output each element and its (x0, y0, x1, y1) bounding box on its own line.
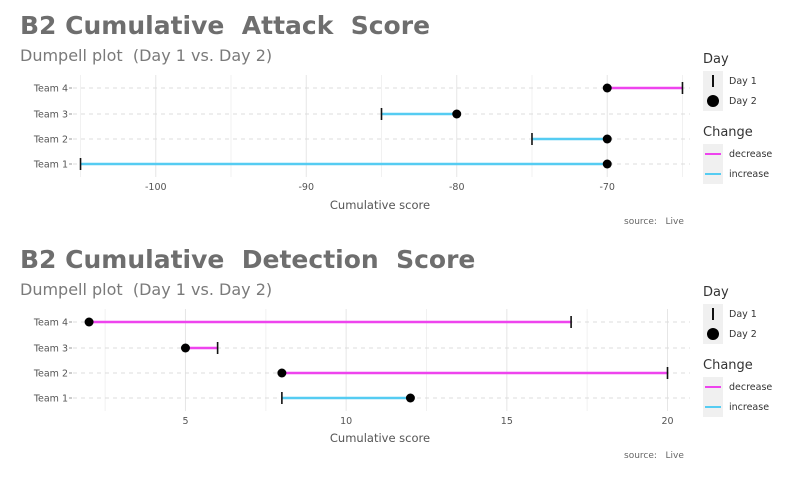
x-tick-label: -90 (298, 182, 314, 193)
x-tick-label: -80 (449, 182, 465, 193)
increase-line-icon (705, 173, 721, 175)
day2-marker (405, 393, 415, 403)
y-tick-label: Team 3 (33, 344, 68, 355)
x-tick-label: 15 (501, 416, 513, 427)
legend-label: decrease (729, 381, 773, 393)
legend-item-day1: Day 1 (703, 71, 793, 91)
chart-2-subtitle: Dumpell plot (Day 1 vs. Day 2) (20, 280, 273, 299)
y-tick-label: Team 1 (33, 160, 68, 171)
day1-tick-icon (712, 308, 714, 320)
y-tick-label: Team 4 (33, 84, 68, 95)
legend-label: Day 1 (729, 308, 757, 320)
legend-change-title: Change (703, 125, 753, 140)
chart-1-plot: Team 1 Team 2 Team 3 Team 4 -100 -90 -80 -70 Cum… (33, 75, 690, 212)
legend-label: Day 2 (729, 328, 757, 340)
chart-2-source: source: Live (624, 451, 684, 461)
chart-1-title: B2 Cumulative Attack Score (20, 11, 431, 40)
y-tick-label: Team 2 (33, 135, 68, 146)
increase-line-icon (705, 406, 721, 408)
y-tick-label: Team 3 (33, 110, 68, 121)
legend-item-decrease: decrease (703, 377, 793, 397)
x-axis-label: Cumulative score (330, 198, 430, 212)
legend-label: increase (729, 168, 770, 180)
day2-marker (180, 343, 190, 353)
chart-2-title: B2 Cumulative Detection Score (20, 245, 476, 274)
chart-2-legend: Day Day 1 Day 2 Change decrease increase (703, 285, 793, 417)
day2-marker (602, 159, 612, 169)
legend-item-decrease: decrease (703, 144, 793, 164)
day2-marker (602, 83, 612, 93)
x-tick-label: 10 (340, 416, 352, 427)
decrease-line-icon (705, 386, 721, 388)
x-tick-label: -70 (599, 182, 615, 193)
day2-marker (84, 317, 94, 327)
day2-marker (602, 134, 612, 144)
legend-item-increase: increase (703, 397, 793, 417)
chart-1-subtitle: Dumpell plot (Day 1 vs. Day 2) (20, 46, 273, 65)
x-axis-label: Cumulative score (330, 431, 430, 445)
chart-1-source: source: Live (624, 217, 684, 227)
x-tick-label: 5 (182, 416, 188, 427)
day2-marker (452, 109, 462, 119)
legend-label: Day 1 (729, 75, 757, 87)
chart-1-legend: Day Day 1 Day 2 Change decrease increase (703, 52, 793, 184)
y-tick-label: Team 2 (33, 369, 68, 380)
legend-day-title: Day (703, 52, 729, 67)
day1-tick-icon (712, 75, 714, 87)
legend-item-day2: Day 2 (703, 91, 793, 111)
x-tick-label: 20 (661, 416, 673, 427)
legend-item-day1: Day 1 (703, 304, 793, 324)
x-tick-label: -100 (145, 182, 167, 193)
y-tick-label: Team 4 (33, 318, 68, 329)
legend-day-title: Day (703, 285, 729, 300)
legend-label: Day 2 (729, 95, 757, 107)
legend-change-title: Change (703, 358, 753, 373)
day2-marker (277, 368, 287, 378)
day2-dot-icon (707, 328, 719, 340)
decrease-line-icon (705, 153, 721, 155)
legend-label: increase (729, 401, 770, 413)
y-tick-label: Team 1 (33, 394, 68, 405)
day2-dot-icon (707, 95, 719, 107)
legend-label: decrease (729, 148, 773, 160)
legend-item-day2: Day 2 (703, 324, 793, 344)
legend-item-increase: increase (703, 164, 793, 184)
